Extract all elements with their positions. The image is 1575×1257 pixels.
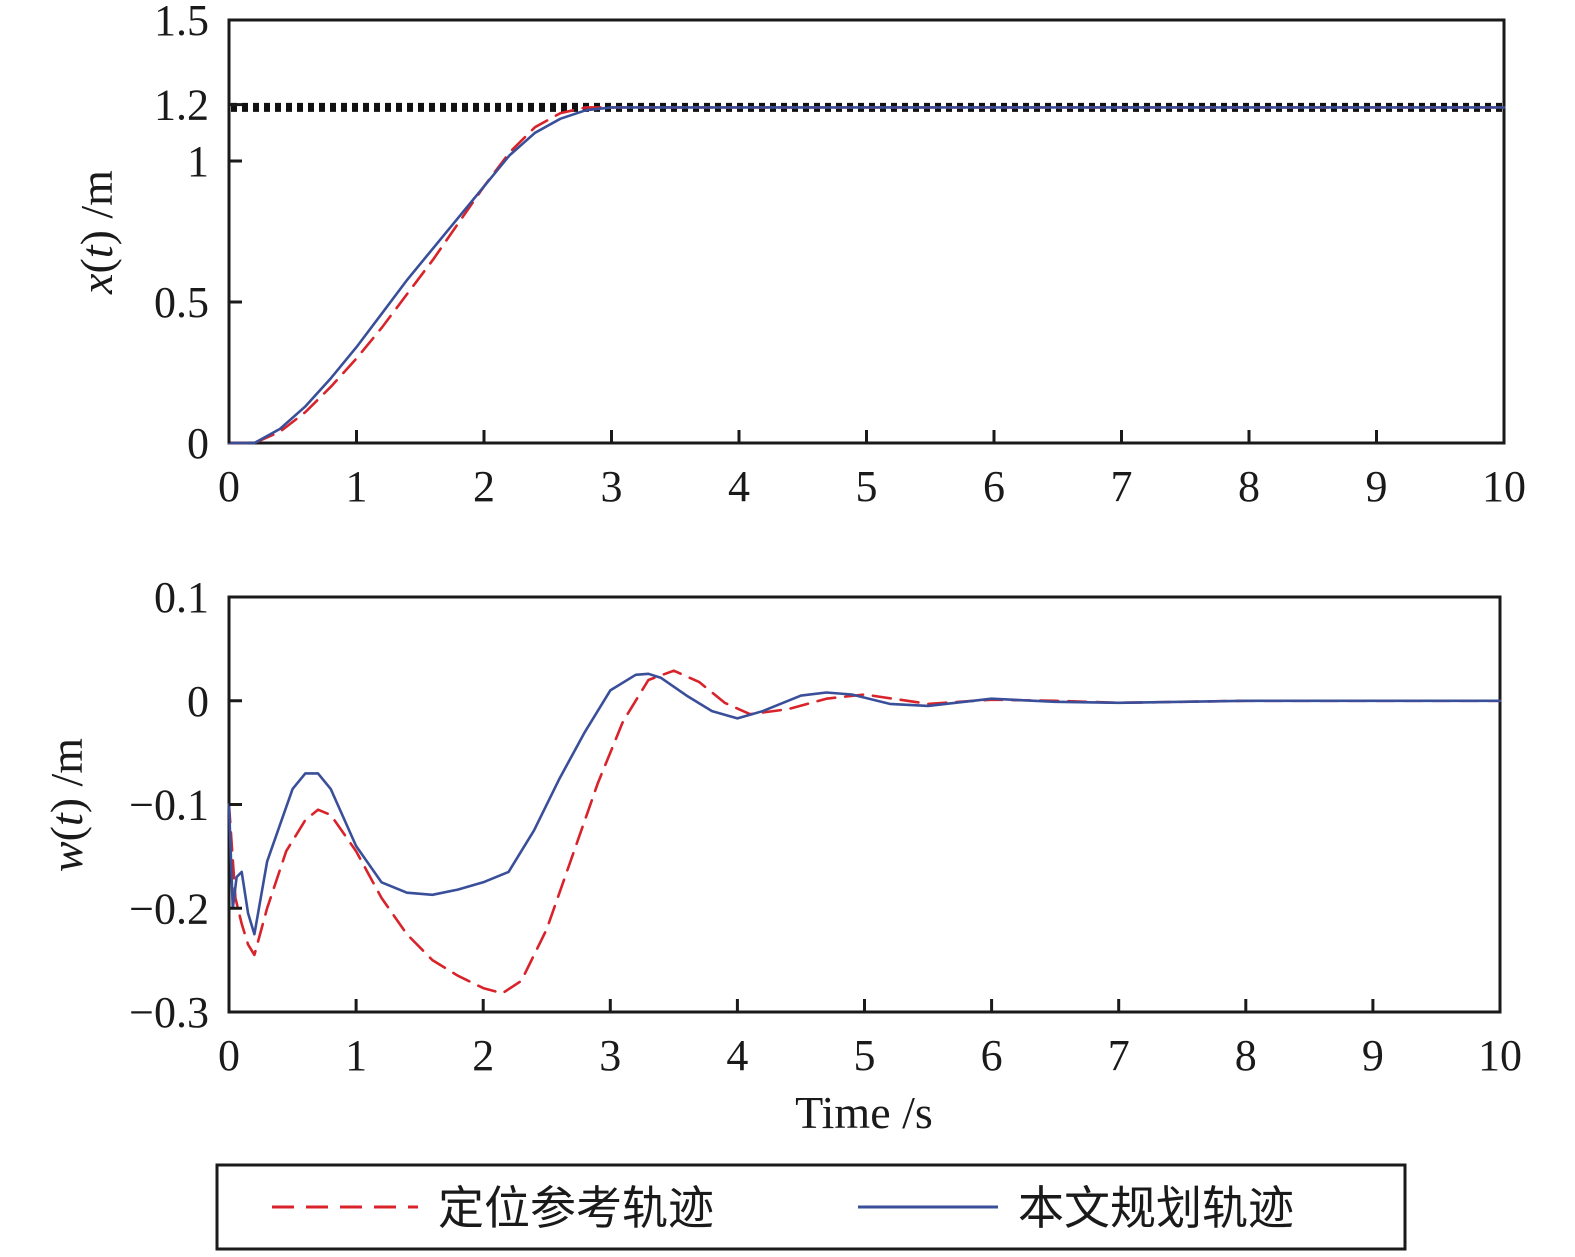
w-y-tick-label: −0.2 [129,884,209,933]
x-reference-trajectory-line [227,106,1506,445]
w-x-tick-label: 7 [1108,1031,1130,1080]
w-panel-y-axis-arg: t [41,812,92,826]
x-plot-area [227,102,1506,445]
x-x-tick-label: 9 [1366,462,1388,511]
w-panel-y-ticks: −0.3 −0.2 −0.1 0 0.1 [129,573,242,1037]
w-x-tick-label: 0 [218,1031,240,1080]
w-planned-trajectory-line [227,672,1502,936]
w-plot-area [227,669,1502,995]
x-y-tick-label: 0 [187,419,209,468]
w-x-tick-label: 4 [726,1031,748,1080]
x-y-tick-label: 1 [187,137,209,186]
legend-reference-label: 定位参考轨迹 [438,1181,714,1235]
w-x-tick-label: 10 [1478,1031,1522,1080]
w-panel-x-ticks: 0 1 2 3 4 5 6 7 8 9 10 [218,999,1522,1080]
x-y-tick-label: 1.5 [154,0,209,45]
x-plot-frame [227,18,1506,445]
w-plot-frame [227,595,1502,1014]
w-reference-trajectory-line [227,669,1502,995]
x-planned-trajectory-line [227,106,1506,445]
x-position-panel: 0 1 2 3 4 5 6 7 8 9 10 0 0.5 1 1.2 1.5 x(t) /m [71,0,1526,511]
x-x-tick-label: 3 [601,462,623,511]
w-y-tick-label: 0.1 [154,573,209,622]
x-x-tick-label: 0 [218,462,240,511]
x-x-tick-label: 8 [1238,462,1260,511]
x-x-tick-label: 1 [346,462,368,511]
w-y-tick-label: −0.1 [129,781,209,830]
time-axis-label: Time /s [795,1087,933,1138]
w-x-tick-label: 6 [981,1031,1003,1080]
deflection-panel: 0 1 2 3 4 5 6 7 8 9 10 −0.3 −0.2 −0.1 0 0.1 w(t) /m Ti… [41,573,1522,1138]
w-x-tick-label: 1 [345,1031,367,1080]
x-x-tick-label: 2 [473,462,495,511]
w-panel-y-axis-label: w(t) /m [41,738,92,872]
w-y-tick-label: −0.3 [129,988,209,1037]
x-panel-y-axis-unit: /m [71,170,122,230]
x-panel-y-axis-var: x [71,273,122,295]
x-panel-y-axis-label: x(t) /m [71,170,122,295]
w-x-tick-label: 2 [472,1031,494,1080]
x-x-tick-label: 10 [1482,462,1526,511]
w-x-tick-label: 3 [599,1031,621,1080]
x-y-tick-label: 0.5 [154,278,209,327]
x-x-tick-label: 4 [728,462,750,511]
x-panel-y-axis-arg: t [71,244,122,258]
w-panel-y-axis-unit: /m [41,738,92,798]
x-x-tick-label: 5 [856,462,878,511]
w-x-tick-label: 9 [1362,1031,1384,1080]
legend: 定位参考轨迹 本文规划轨迹 [215,1163,1407,1251]
w-panel-y-axis-var: w [41,841,92,872]
w-x-tick-label: 8 [1235,1031,1257,1080]
legend-planned-label: 本文规划轨迹 [1018,1181,1294,1235]
x-panel-y-ticks: 0 0.5 1 1.2 1.5 [154,0,242,468]
x-x-tick-label: 6 [983,462,1005,511]
x-x-tick-label: 7 [1111,462,1133,511]
x-y-tick-label: 1.2 [154,81,209,130]
w-x-tick-label: 5 [854,1031,876,1080]
w-y-tick-label: 0 [187,677,209,726]
x-panel-x-ticks: 0 1 2 3 4 5 6 7 8 9 10 [218,430,1526,511]
